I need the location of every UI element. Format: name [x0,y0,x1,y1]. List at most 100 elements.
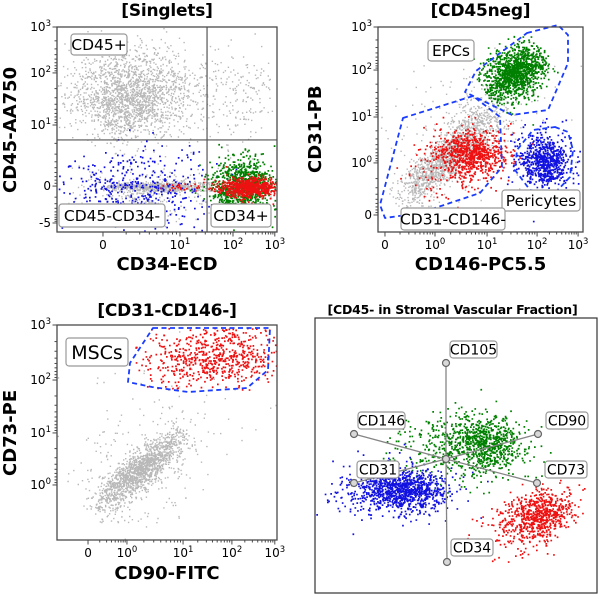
panel-title: [CD31-CD146-] [97,301,237,321]
scatter-plot-cd31-cd146-neg: 0 100 101 102 103 103 102 101 100 MSCs [30,317,285,560]
svg-text:101: 101 [351,109,372,124]
cluster-points-red [135,328,247,390]
gate-label-cd45-cd34-: CD45-CD34- [58,203,166,228]
spoke-node-cd34 [442,557,452,567]
svg-text:0: 0 [84,546,92,560]
x-axis-label: CD34-ECD [116,254,218,275]
svg-text:0: 0 [381,238,389,252]
cluster-points-red [160,183,220,192]
panel-singlets: [Singlets] CD45-AA750 0 101 102 103 103 102 10… [0,0,300,300]
cluster-points-gray [85,417,196,524]
svg-text:101: 101 [170,237,191,252]
cluster-points-gray [445,85,522,157]
svg-text:CD90: CD90 [548,414,586,430]
points-layer [57,327,277,540]
cluster-points-green [189,143,277,232]
cluster-points-red [492,476,586,556]
svg-text:103: 103 [264,237,285,252]
svg-text:101: 101 [477,237,498,252]
svg-text:102: 102 [351,62,372,77]
cluster-points-green [432,408,552,489]
svg-text:102: 102 [527,237,548,252]
x-axis-label: CD90-FITC [114,563,220,584]
gate-label-epcs: EPCs [427,39,475,62]
svg-text:102: 102 [30,65,51,80]
svg-text:0: 0 [43,179,51,193]
panel-title: [Singlets] [121,1,213,21]
panel-title: [CD45- in Stromal Vascular Fraction] [327,302,578,317]
gate-label-pericytes: Pericytes [501,189,581,212]
gate-label-cd45-: CD45+ [70,33,128,56]
gate-cd31-cd146- [379,95,503,219]
gate-epcs [464,24,569,116]
spoke-node-cd90 [533,429,543,439]
spoke-node-cd105 [441,358,451,368]
cluster-points-gray [58,28,248,165]
svg-text:MSCs: MSCs [71,342,123,364]
svg-text:102: 102 [222,545,243,560]
spokes [349,358,543,567]
plot-frame [56,26,278,233]
scatter-plot-singlets: 0 101 102 103 103 102 101 0 -5 CD45+ CD45-CD34- CD3… [30,19,285,252]
svg-text:101: 101 [173,545,194,560]
svg-text:CD34+: CD34+ [213,207,268,225]
svg-text:100: 100 [30,477,51,492]
points-layer [58,28,277,232]
spoke-node-cd146 [349,429,359,439]
gate-label-marker-cd90: CD90 [545,411,589,430]
gate-label-marker-cd73: CD73 [544,460,588,479]
panel-cd31-cd146-neg: [CD31-CD146-] CD73-PE 0 100 101 102 103 103 10… [0,300,300,600]
gate-label-mscs: MSCs [65,337,129,367]
panel-title: [CD45neg] [430,1,531,21]
svg-text:103: 103 [30,317,51,332]
svg-text:Pericytes: Pericytes [506,192,576,210]
svg-text:CD45-CD34-: CD45-CD34- [64,207,160,225]
gate-label-marker-cd105: CD105 [449,340,498,359]
axis-tick-labels: 0 101 102 103 103 102 101 0 -5 [30,19,285,252]
gate-label-marker-cd34: CD34 [450,538,494,557]
axis-tick-labels: 0 100 101 102 103 103 102 101 100 [30,317,285,560]
svg-text:100: 100 [351,155,372,170]
svg-text:CD73: CD73 [547,463,585,479]
svg-text:CD34: CD34 [453,541,491,557]
cluster-points-gray [64,46,180,158]
points-layer [380,35,582,223]
panel-cd45neg: [CD45neg] CD31-PB 0 100 101 102 103 103 102 101… [300,0,600,300]
gate-label-marker-cd31: CD31 [356,460,400,479]
svg-text:CD105: CD105 [450,343,497,359]
plot-frame [377,26,584,233]
cluster-points-blue [331,456,489,523]
svg-text:100: 100 [425,237,446,252]
center-node [441,454,451,464]
cluster-points-red [410,116,534,194]
svg-text:CD146: CD146 [358,414,405,430]
quadrant-lines [57,27,277,232]
svg-text:CD45+: CD45+ [71,36,126,54]
spoke-node-cd31 [349,478,359,488]
svg-text:102: 102 [223,237,244,252]
cluster-points-red [135,327,277,391]
gate-label-cd34-: CD34+ [210,203,272,228]
gate-label-marker-cd146: CD146 [357,411,406,430]
svg-text:CD31: CD31 [359,463,397,479]
svg-text:103: 103 [30,19,51,34]
scatter-plot-cd45neg: 0 100 101 102 103 103 102 101 100 0 EPCs PericytesC… [351,19,589,252]
spoke-node-cd73 [532,478,542,488]
cluster-points-gray [389,107,509,217]
svg-text:103: 103 [351,19,372,34]
radviz-plot-svf: CD105 CD90 CD73 CD34 CD31 CD146 [314,317,598,594]
svg-text:100: 100 [117,545,138,560]
cluster-points-red [467,479,580,563]
svg-text:0: 0 [99,238,107,252]
plot-frame [56,324,278,541]
gate-label-cd31-cd146-: CD31-CD146- [400,207,506,231]
cluster-points-green [473,35,559,126]
svg-text:101: 101 [30,425,51,440]
svg-text:-5: -5 [39,216,51,230]
cluster-points-red [203,166,277,208]
svg-text:CD31-CD146-: CD31-CD146- [400,211,506,229]
cluster-points-blue [316,443,483,536]
svg-text:103: 103 [568,237,589,252]
cluster-points-blue [58,129,250,232]
